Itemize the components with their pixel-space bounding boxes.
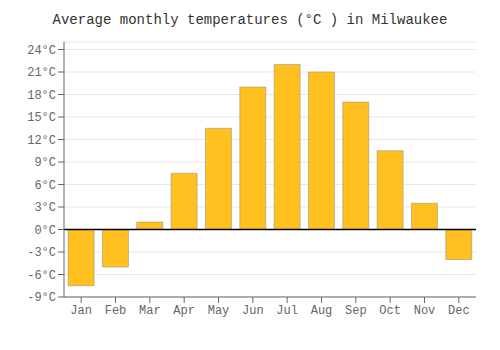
svg-text:Jan: Jan xyxy=(70,304,92,318)
svg-text:3°C: 3°C xyxy=(34,201,56,215)
svg-text:Aug: Aug xyxy=(311,304,333,318)
svg-text:24°C: 24°C xyxy=(27,44,56,58)
svg-text:21°C: 21°C xyxy=(27,66,56,80)
svg-text:Apr: Apr xyxy=(173,304,195,318)
svg-text:0°C: 0°C xyxy=(34,224,56,238)
svg-text:6°C: 6°C xyxy=(34,179,56,193)
svg-text:Oct: Oct xyxy=(379,304,401,318)
svg-text:Sep: Sep xyxy=(345,304,367,318)
svg-text:-3°C: -3°C xyxy=(27,246,56,260)
svg-text:May: May xyxy=(208,304,230,318)
svg-text:18°C: 18°C xyxy=(27,89,56,103)
svg-text:-6°C: -6°C xyxy=(27,269,56,283)
svg-text:Dec: Dec xyxy=(448,304,470,318)
svg-text:15°C: 15°C xyxy=(27,111,56,125)
svg-text:Mar: Mar xyxy=(139,304,161,318)
svg-text:12°C: 12°C xyxy=(27,134,56,148)
html-text:Average monthly temperatures (: Average monthly temperatures (°C ) in Mi… xyxy=(52,12,448,28)
svg-text:Jul: Jul xyxy=(276,304,298,318)
svg-text:Jun: Jun xyxy=(242,304,264,318)
svg-text:-9°C: -9°C xyxy=(27,291,56,305)
svg-text:9°C: 9°C xyxy=(34,156,56,170)
svg-text:Feb: Feb xyxy=(105,304,127,318)
svg-text:Nov: Nov xyxy=(414,304,436,318)
